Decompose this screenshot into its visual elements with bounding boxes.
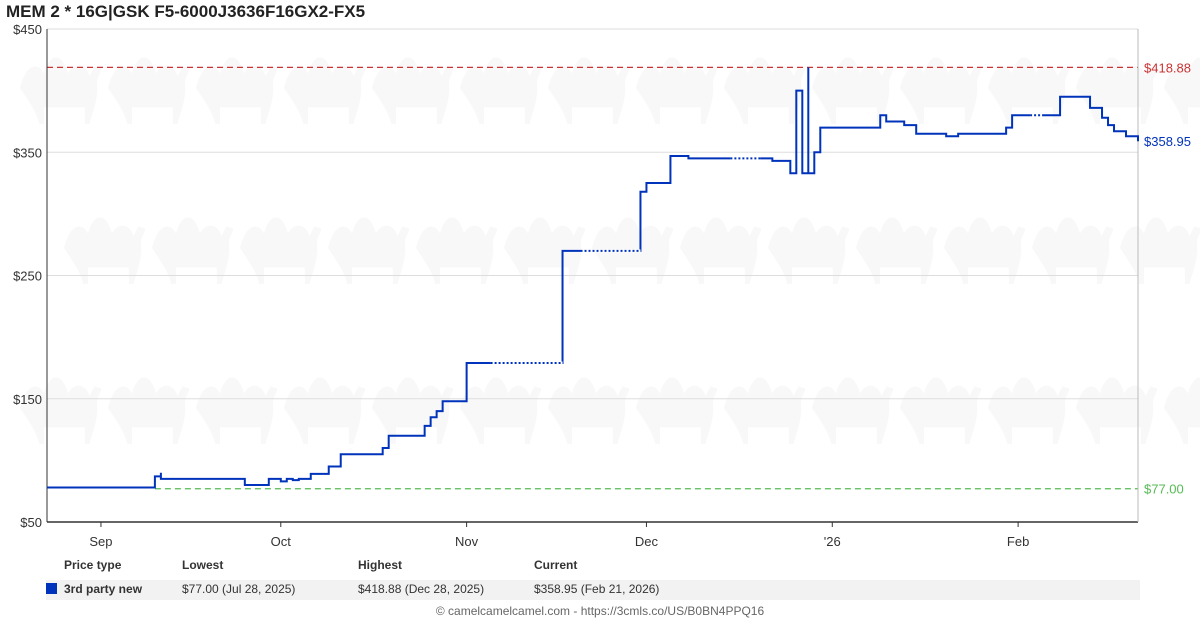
header-lowest: Lowest	[182, 558, 224, 572]
camel-watermark-shape	[20, 377, 102, 444]
camel-watermark-shape	[548, 57, 630, 124]
price-summary-table: Price type Lowest Highest Current 3rd pa…	[46, 556, 1140, 600]
camel-watermark-shape	[812, 377, 894, 444]
series-layer	[47, 67, 1139, 489]
x-tick-label: Sep	[89, 534, 112, 549]
camel-watermark-shape	[900, 377, 982, 444]
camel-watermark-shape	[548, 377, 630, 444]
camel-watermark-shape	[460, 377, 542, 444]
x-tick-label: Oct	[271, 534, 292, 549]
x-tick-label: Feb	[1007, 534, 1029, 549]
camel-watermark-shape	[240, 217, 322, 284]
camel-watermark-shape	[1164, 377, 1200, 445]
camel-watermark-shape	[636, 377, 718, 444]
current-price-label: $358.95	[1144, 134, 1191, 149]
camel-watermark-shape	[64, 217, 146, 284]
header-current: Current	[534, 558, 578, 572]
y-tick-label: $50	[20, 515, 42, 530]
camel-watermark-shape	[152, 217, 234, 284]
camel-watermark-shape	[504, 217, 586, 284]
camel-watermark-shape	[1164, 57, 1200, 125]
camel-watermark-shape	[812, 57, 894, 124]
camel-watermark-shape	[372, 57, 454, 124]
price-history-chart: $50 $150 $250 $350 $450 Sep Oct Nov Dec '26 Feb $41…	[13, 22, 1200, 549]
price-type-label: 3rd party new	[64, 582, 143, 596]
header-price-type: Price type	[64, 558, 122, 572]
y-tick-label: $350	[13, 145, 42, 160]
camel-watermark-shape	[1076, 377, 1158, 444]
lowest-price-label: $77.00	[1144, 482, 1184, 497]
camel-watermark-shape	[768, 217, 850, 284]
header-highest: Highest	[358, 558, 403, 572]
chart-title: MEM 2 * 16G|GSK F5-6000J3636F16GX2-FX5	[6, 2, 366, 21]
highest-price-label: $418.88	[1144, 60, 1191, 75]
x-tick-label: '26	[824, 534, 841, 549]
footer-credit[interactable]: © camelcamelcamel.com - https://3cmls.co…	[435, 604, 765, 618]
series-color-swatch	[46, 583, 57, 594]
camel-watermark-shape	[196, 57, 278, 124]
price-type-cell[interactable]: 3rd party new	[46, 582, 142, 596]
camel-watermark-shape	[108, 57, 190, 124]
x-tick-label: Nov	[455, 534, 479, 549]
camel-watermark-shape	[944, 217, 1026, 284]
camel-watermark-shape	[460, 57, 542, 124]
labels-layer: $50 $150 $250 $350 $450 Sep Oct Nov Dec '26 Feb $41…	[13, 22, 1191, 549]
camel-watermark-shape	[680, 217, 762, 284]
camel-watermark-shape	[20, 57, 102, 124]
camel-watermark-shape	[636, 57, 718, 124]
camel-watermark-shape	[284, 377, 366, 444]
camel-watermark-shape	[284, 57, 366, 124]
camel-watermark-shape	[1120, 217, 1200, 285]
x-tick-label: Dec	[635, 534, 659, 549]
reference-lines	[47, 66, 1138, 490]
camel-watermark-shape	[372, 377, 454, 444]
current-cell: $358.95 (Feb 21, 2026)	[534, 582, 660, 596]
camel-watermark-shape	[988, 57, 1070, 124]
camel-watermark-shape	[416, 217, 498, 284]
camel-watermark-shape	[108, 377, 190, 444]
table-header-row: Price type Lowest Highest Current	[46, 556, 1140, 576]
camel-watermark-shape	[988, 377, 1070, 444]
table-row: 3rd party new $77.00 (Jul 28, 2025) $418…	[46, 580, 1140, 600]
series-line-3rd-party-new	[47, 67, 1139, 489]
lowest-cell: $77.00 (Jul 28, 2025)	[182, 582, 296, 596]
camel-watermark-shape	[900, 57, 982, 124]
camel-watermark-shape	[196, 377, 278, 444]
camel-watermark-shape	[328, 217, 410, 284]
y-tick-label: $150	[13, 392, 42, 407]
camel-watermark-background	[20, 57, 1200, 445]
camel-watermark-shape	[1032, 217, 1114, 284]
camel-watermark-shape	[856, 217, 938, 284]
y-tick-label: $250	[13, 269, 42, 284]
y-tick-label: $450	[13, 22, 42, 37]
camel-watermark-shape	[724, 57, 806, 124]
highest-cell: $418.88 (Dec 28, 2025)	[358, 582, 485, 596]
axes	[46, 29, 1139, 527]
camel-watermark-shape	[724, 377, 806, 444]
